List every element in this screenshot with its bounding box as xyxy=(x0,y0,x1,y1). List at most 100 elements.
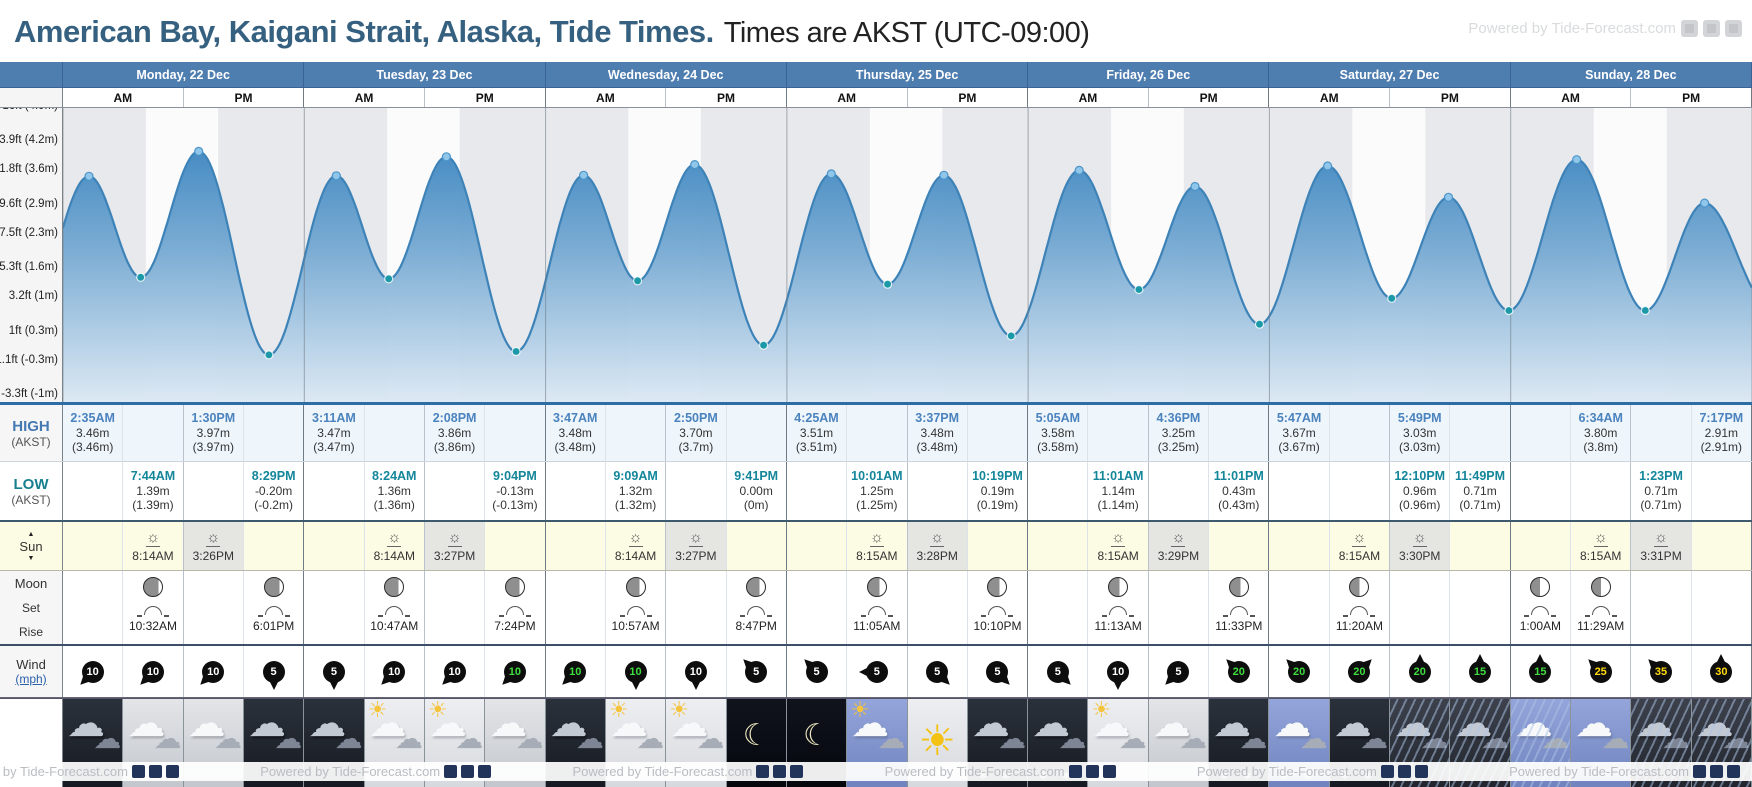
watermark-text[interactable]: Powered by Tide-Forecast.com xyxy=(1509,764,1689,779)
watermark-app-icon[interactable] xyxy=(1397,765,1411,778)
watermark-text[interactable]: Powered by Tide-Forecast.com xyxy=(1468,20,1676,37)
watermark-group-0[interactable]: Powered by Tide-Forecast.com xyxy=(0,764,179,779)
day-header-5: Saturday, 27 Dec xyxy=(1269,62,1511,87)
low-tide-cell-d4s2 xyxy=(1149,462,1210,520)
wind-direction-arrow-icon xyxy=(1536,653,1545,662)
watermark-app-icon[interactable] xyxy=(131,765,145,778)
wind-direction-arrow-icon xyxy=(631,681,640,690)
moon-cell-d0s3: 6:01PM xyxy=(244,571,305,644)
pm-label-day3: PM xyxy=(908,88,1029,107)
tide-curve-svg xyxy=(63,108,1752,402)
wind-badge: 10 xyxy=(1102,655,1134,690)
day-header-0: Monday, 22 Dec xyxy=(63,62,305,87)
play-store-icon[interactable] xyxy=(1725,20,1742,37)
wind-badge: 5 xyxy=(858,655,893,689)
high-tide-cell-d3s2: 3:37PM 3.48m (3.48m) xyxy=(908,405,968,461)
high-tide-cell-d0s0: 2:35AM 3.46m (3.46m) xyxy=(63,405,124,461)
horizon-line xyxy=(447,545,462,547)
wind-unit-link[interactable]: (mph) xyxy=(15,672,47,686)
watermark-text[interactable]: Powered by Tide-Forecast.com xyxy=(572,764,753,779)
watermark-app-icon[interactable] xyxy=(444,765,458,778)
moon-cell-d0s2 xyxy=(184,571,244,644)
cloud-icon: ☁ xyxy=(1575,703,1614,745)
sun-row-label[interactable]: ▲ Sun ▼ xyxy=(0,522,63,570)
low-tide-height: 0.96m xyxy=(1403,484,1437,499)
watermark-text[interactable]: Powered by Tide-Forecast.com xyxy=(884,764,1065,779)
low-tide-height: 1.32m xyxy=(618,484,653,499)
high-tide-time: 4:36PM xyxy=(1156,411,1201,426)
watermark-app-icon[interactable] xyxy=(756,765,770,778)
high-tide-height-alt: (3.58m) xyxy=(1037,440,1079,455)
low-tide-cell-d1s3: 9:04PM -0.13m (-0.13m) xyxy=(485,462,546,520)
moon-set-time: 10:57AM xyxy=(611,619,660,633)
app-store-icon[interactable] xyxy=(1681,20,1698,37)
low-tide-time: 9:41PM xyxy=(734,469,779,484)
high-tide-cell-d0s2: 1:30PM 3.97m (3.97m) xyxy=(184,405,244,461)
watermark-app-icon[interactable] xyxy=(1693,765,1706,778)
watermark-group-4[interactable]: Powered by Tide-Forecast.com xyxy=(1197,764,1428,779)
watermark-app-icon[interactable] xyxy=(1727,765,1740,778)
high-tide-height: 2.91m xyxy=(1704,426,1739,441)
sun-icon: ☀ xyxy=(918,716,956,764)
wind-speed: 5 xyxy=(865,660,888,683)
watermark-app-icon[interactable] xyxy=(1380,765,1394,778)
high-tide-time: 5:47AM xyxy=(1276,411,1322,426)
watermark-group-2[interactable]: Powered by Tide-Forecast.com xyxy=(572,764,804,779)
watermark-app-icon[interactable] xyxy=(1068,765,1082,778)
moonset-icon xyxy=(136,606,169,617)
wind-speed: 10 xyxy=(202,660,225,683)
watermark-app-icon[interactable] xyxy=(773,765,787,778)
sunrise-icon: ☼ xyxy=(146,528,160,546)
cloud-icon: ☁ xyxy=(67,703,105,745)
wind-speed: 5 xyxy=(1046,660,1069,683)
watermark-app-icon[interactable] xyxy=(461,765,475,778)
moon-phase-icon xyxy=(384,577,405,597)
watermark-group-3[interactable]: Powered by Tide-Forecast.com xyxy=(885,764,1116,779)
watermark-app-icon[interactable] xyxy=(478,765,492,778)
low-tide-height: 0.19m xyxy=(980,484,1015,499)
watermark-app-icon[interactable] xyxy=(790,765,804,778)
wind-badge: 15 xyxy=(1524,653,1556,689)
moon-cell-d5s0 xyxy=(1269,571,1330,644)
watermark-app-icon[interactable] xyxy=(148,765,162,778)
watermark-text[interactable]: Powered by Tide-Forecast.com xyxy=(1196,764,1377,779)
high-tide-cell-d3s1 xyxy=(847,405,908,461)
cloud-icon: ☁ xyxy=(998,723,1027,754)
high-tide-height-alt: (3.48m) xyxy=(916,440,958,455)
low-tide-time: 11:01PM xyxy=(1213,469,1264,484)
horizon-line xyxy=(1352,545,1367,547)
moonrise-icon xyxy=(1524,606,1557,617)
low-row-label: LOW (AKST) xyxy=(0,462,63,520)
high-tide-height-alt: (3.25m) xyxy=(1157,440,1200,455)
moon-cell-d3s0 xyxy=(787,571,848,644)
sunset-time: 3:27PM xyxy=(433,548,476,563)
low-tide-cell-d0s1: 7:44AM 1.39m (1.39m) xyxy=(123,462,184,520)
watermark-app-icon[interactable] xyxy=(1102,765,1116,778)
am-label-day0: AM xyxy=(63,88,184,107)
low-tide-cell-d1s2 xyxy=(425,462,486,520)
watermark-app-icon[interactable] xyxy=(1414,765,1428,778)
sunset-cell-d6: ☼ 3:31PM xyxy=(1631,522,1692,570)
watermark-app-icon[interactable] xyxy=(1085,765,1099,778)
high-tide-height: 3.51m xyxy=(799,426,834,441)
low-tide-cell-d6s3 xyxy=(1692,462,1752,520)
watermark-app-icon[interactable] xyxy=(1710,765,1723,778)
watermark-text[interactable]: Powered by Tide-Forecast.com xyxy=(260,764,441,779)
sunset-cell-d0: ☼ 3:26PM xyxy=(183,522,244,570)
watermark-text[interactable]: Powered by Tide-Forecast.com xyxy=(0,764,128,779)
cloud-icon: ☁ xyxy=(1213,703,1252,745)
wind-cell-d1s2: 10 xyxy=(425,646,486,697)
horizon-line xyxy=(688,545,703,547)
sun-icon: ☀ xyxy=(367,699,388,722)
watermark-app-icon[interactable] xyxy=(165,765,179,778)
watermark-group-5[interactable]: Powered by Tide-Forecast.com xyxy=(1509,764,1740,779)
watermark-top[interactable]: Powered by Tide-Forecast.com xyxy=(1468,20,1742,37)
wind-speed: 5 xyxy=(805,660,828,683)
watermark-group-1[interactable]: Powered by Tide-Forecast.com xyxy=(260,764,492,779)
share-icon[interactable] xyxy=(1703,20,1720,37)
low-tide-height-alt: (0.71m) xyxy=(1459,498,1501,513)
wind-speed: 10 xyxy=(1107,660,1130,683)
watermark-footer[interactable]: Powered by Tide-Forecast.com Powered by T… xyxy=(0,762,1752,781)
high-tide-height-alt: (3.51m) xyxy=(795,440,838,455)
sunset-icon: ☼ xyxy=(447,528,462,546)
